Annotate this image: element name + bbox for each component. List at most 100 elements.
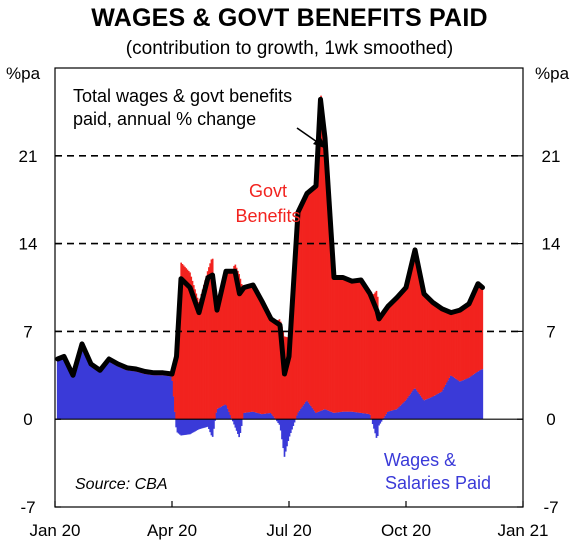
wages-bar: [384, 415, 387, 420]
wages-bar: [77, 360, 79, 420]
wages-bar: [103, 367, 106, 420]
x-tick-label: Apr 20: [147, 521, 197, 540]
benefits-bar: [380, 312, 383, 420]
wages-bar: [165, 375, 167, 420]
wages-bar: [80, 347, 83, 420]
benefits-bar: [213, 276, 215, 420]
wages-bar: [209, 419, 211, 433]
wages-bar: [180, 419, 183, 436]
wages-bar: [151, 375, 154, 420]
wages-bar: [386, 411, 389, 420]
wages-bar: [408, 395, 411, 420]
wages-bar: [170, 376, 172, 420]
benefits-bar: [312, 188, 315, 410]
benefits-bar: [441, 308, 443, 392]
benefits-bar: [409, 271, 412, 395]
benefits-bar: [408, 276, 411, 396]
wages-bar: [83, 351, 85, 420]
benefits-bar: [374, 292, 377, 420]
wages-bar: [79, 352, 82, 420]
bar-layer: [56, 95, 484, 457]
benefits-bar: [250, 285, 253, 412]
wages-bar: [415, 390, 418, 420]
wages-bar: [155, 375, 157, 420]
wages-bar: [470, 376, 472, 420]
benefits-bar: [239, 278, 242, 420]
wages-bar: [211, 419, 214, 437]
wages-bar: [359, 412, 361, 420]
benefits-bar: [399, 293, 402, 406]
wages-bar: [389, 411, 392, 420]
benefits-bar: [194, 289, 196, 420]
wages-bar: [342, 411, 345, 420]
benefits-bar: [196, 297, 199, 420]
wages-bar: [407, 397, 409, 420]
benefits-bar: [456, 310, 458, 380]
benefits-bar: [419, 279, 422, 396]
wages-bar: [404, 400, 407, 420]
wages-bar: [476, 372, 479, 420]
wages-bar: [129, 370, 132, 420]
chart-subtitle: (contribution to growth, 1wk smoothed): [125, 38, 454, 59]
benefits-bar: [369, 294, 372, 415]
wages-bar: [446, 382, 448, 420]
wages-bar: [171, 380, 174, 420]
wages-bar: [153, 375, 156, 420]
wages-bar: [177, 419, 180, 434]
benefits-bar: [197, 301, 200, 420]
benefits-bar: [376, 296, 379, 420]
wages-bar: [447, 380, 450, 420]
benefits-bar: [244, 287, 247, 413]
wages-bar: [84, 354, 87, 420]
wages-bar: [369, 414, 372, 420]
benefits-bar: [260, 300, 263, 415]
benefits-bar: [216, 306, 219, 409]
benefits-bar: [316, 159, 319, 413]
benefits-bar: [268, 315, 271, 414]
benefits-bar: [388, 305, 390, 412]
wages-bar: [205, 419, 208, 428]
wages-bar: [361, 413, 364, 420]
wages-bar: [347, 411, 350, 420]
benefits-bar: [329, 208, 331, 412]
benefits-bar: [431, 301, 433, 398]
wages-bar: [322, 409, 325, 420]
wages-bar: [283, 419, 286, 457]
wages-bar: [113, 364, 116, 420]
wages-bar: [94, 369, 97, 420]
wages-bar: [78, 356, 80, 420]
benefits-bar: [302, 200, 305, 406]
y-tick-label-left: 14: [19, 235, 38, 254]
wages-bar: [436, 394, 438, 420]
wages-bar: [200, 419, 203, 429]
wages-bar: [237, 419, 239, 434]
wages-bar: [422, 399, 424, 420]
wages-bar: [467, 378, 470, 420]
wages-bar: [298, 410, 301, 420]
benefits-bar: [226, 271, 229, 409]
benefits-bar: [224, 274, 227, 405]
x-tick-label: Jan 20: [29, 521, 80, 540]
wages-bar: [398, 407, 400, 420]
wages-bar: [174, 411, 176, 420]
benefits-bar: [234, 264, 237, 420]
benefits-bar: [354, 280, 356, 413]
wages-bar: [383, 417, 385, 420]
wages-bar: [303, 403, 306, 420]
wages-bar: [252, 411, 254, 420]
wages-bar: [315, 412, 317, 420]
wages-bar: [82, 348, 84, 420]
wages-bar: [186, 419, 189, 435]
wages-bar: [380, 419, 383, 422]
wages-bar: [216, 408, 219, 420]
benefits-bar: [395, 297, 398, 410]
benefits-bar: [400, 292, 403, 405]
y-tick-label-left: 7: [23, 322, 32, 341]
benefits-bar: [330, 229, 332, 412]
benefits-bar: [179, 281, 181, 420]
wages-bar: [220, 406, 223, 420]
benefits-bar: [175, 349, 177, 420]
wages-bar: [214, 419, 217, 421]
wages-bar: [312, 409, 315, 420]
wages-bar: [463, 379, 466, 420]
